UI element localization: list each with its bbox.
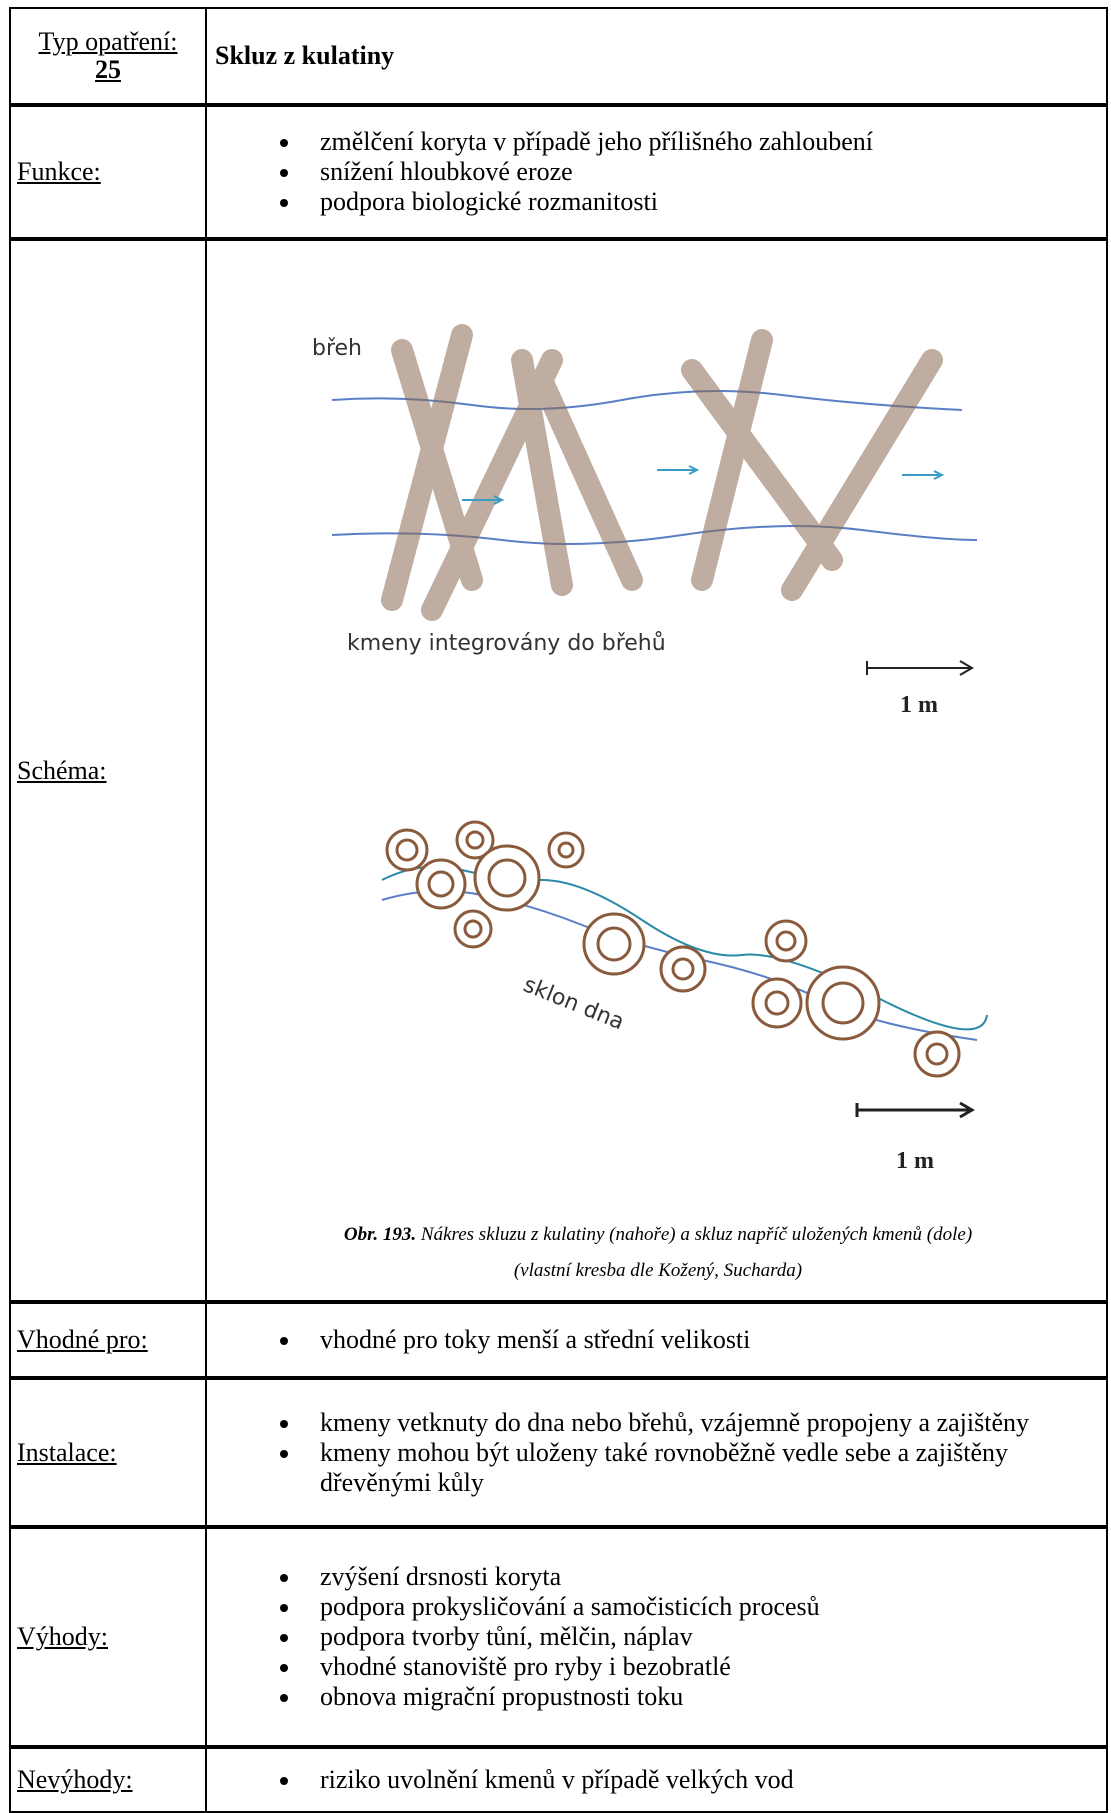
bullet-item: podpora tvorby tůní, mělčin, náplav: [302, 1622, 1106, 1652]
bullet-item: vhodné pro toky menší a střední velikost…: [302, 1325, 1106, 1355]
label-number: 25: [95, 56, 121, 84]
bullet-item: zvýšení drsnosti koryta: [302, 1562, 1106, 1592]
content: riziko uvolnění kmenů v případě velkých …: [207, 1749, 1106, 1811]
page: Skluz z kulatiny {"table": {"rows": [ {"…: [0, 0, 1111, 1793]
logs: [392, 335, 932, 610]
label: Výhody:: [11, 1529, 207, 1745]
bullet-item: podpora prokysličování a samočisticích p…: [302, 1592, 1106, 1622]
scale-label: 1 m: [896, 1148, 934, 1174]
log-sections: [387, 822, 959, 1076]
bullet-list: riziko uvolnění kmenů v případě velkých …: [207, 1765, 1106, 1795]
label: Schéma:: [11, 241, 207, 1300]
row-disadvantages: Nevýhody: riziko uvolnění kmenů v případě…: [9, 1747, 1108, 1813]
bullet-item: snížení hloubkové eroze: [302, 157, 1106, 187]
bullet-item: obnova migrační propustnosti toku: [302, 1682, 1106, 1712]
label-text: Funkce:: [17, 157, 205, 187]
document: Typ opatření: 25 Skluz z kulatiny Funkce…: [0, 0, 1111, 1793]
bullet-item: vhodné stanoviště pro ryby i bezobratlé: [302, 1652, 1106, 1682]
label-text: Typ opatření:: [39, 28, 178, 56]
title: Skluz z kulatiny: [215, 41, 1106, 71]
bullet-list: kmeny vetknuty do dna nebo břehů, vzájem…: [207, 1408, 1106, 1498]
bullet-list: vhodné pro toky menší a střední velikost…: [207, 1325, 1106, 1355]
row-installation: Instalace: kmeny vetknuty do dna nebo bře…: [9, 1378, 1108, 1527]
bullet-item: kmeny mohou být uloženy také rovnoběžně …: [302, 1438, 1106, 1498]
label: Vhodné pro:: [11, 1304, 207, 1376]
figure: břeh kmeny integrovány do břehů 1 m sklo…: [207, 241, 1106, 1300]
bank-label: břeh: [312, 336, 362, 361]
label: Funkce:: [11, 107, 207, 237]
bullet-item: kmeny vetknuty do dna nebo břehů, vzájem…: [302, 1408, 1106, 1438]
label-text: Nevýhody:: [17, 1765, 205, 1795]
label-text: Vhodné pro:: [17, 1325, 205, 1355]
row-type: Typ opatření: 25 Skluz z kulatiny: [9, 7, 1108, 105]
label-text: Instalace:: [17, 1438, 205, 1468]
slope-label: sklon dna: [520, 972, 628, 1035]
bullet-item: riziko uvolnění kmenů v případě velkých …: [302, 1765, 1106, 1795]
row-advantages: Výhody:zvýšení drsnosti korytapodpora pr…: [9, 1527, 1108, 1747]
label: Typ opatření: 25: [11, 9, 207, 103]
row-function: Funkce: změlčení koryta v případě jeho př…: [9, 105, 1108, 239]
scale-arrow: [867, 661, 972, 675]
content: zvýšení drsnosti korytapodpora prokyslič…: [207, 1529, 1106, 1745]
sketch-note: kmeny integrovány do břehů: [347, 631, 666, 656]
caption: Obr. 193. Nákres skluzu z kulatiny (naho…: [344, 1224, 972, 1245]
caption-number: Obr. 193.: [344, 1224, 416, 1245]
bullet-item: podpora biologické rozmanitosti: [302, 187, 1106, 217]
label: Nevýhody:: [11, 1749, 207, 1811]
content: kmeny vetknuty do dna nebo břehů, vzájem…: [207, 1380, 1106, 1525]
content: změlčení koryta v případě jeho přílišnéh…: [207, 107, 1106, 237]
sketch: břeh kmeny integrovány do břehů 1 m sklo…: [312, 335, 987, 1281]
caption-source: (vlastní kresba dle Kožený, Sucharda): [514, 1260, 802, 1281]
scale-arrow: [857, 1103, 972, 1117]
label-text: Výhody:: [17, 1622, 205, 1652]
label-text: Schéma:: [17, 756, 205, 786]
caption-text: Nákres skluzu z kulatiny (nahoře) a sklu…: [420, 1224, 972, 1245]
row-scheme: Schéma: břeh kmeny in: [9, 239, 1108, 1302]
bullet-list: změlčení koryta v případě jeho přílišnéh…: [207, 127, 1106, 217]
row-suitable: Vhodné pro: vhodné pro toky menší a střed…: [9, 1302, 1108, 1378]
content: vhodné pro toky menší a střední velikost…: [207, 1304, 1106, 1376]
label: Instalace:: [11, 1380, 207, 1525]
bullet-list: zvýšení drsnosti korytapodpora prokyslič…: [207, 1562, 1106, 1712]
bullet-item: změlčení koryta v případě jeho přílišnéh…: [302, 127, 1106, 157]
scale-label: 1 m: [900, 692, 938, 718]
content: Skluz z kulatiny: [207, 9, 1106, 103]
